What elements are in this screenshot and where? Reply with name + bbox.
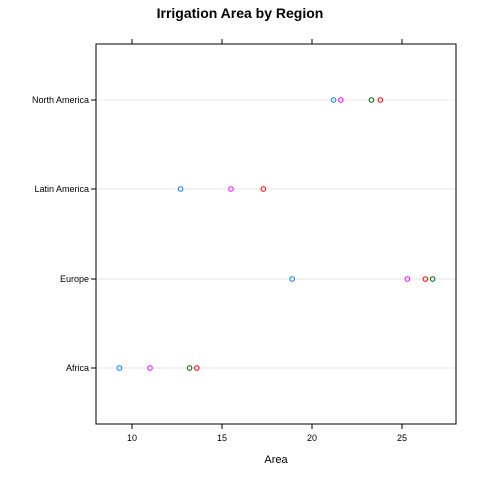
x-tick-label: 10: [127, 433, 137, 443]
x-tick-label: 25: [397, 433, 407, 443]
x-tick-label: 20: [307, 433, 317, 443]
data-point-africa: [186, 365, 193, 371]
x-tick-label: 15: [217, 433, 227, 443]
data-point-latin-america: [260, 186, 267, 192]
data-point-north-america: [368, 97, 375, 103]
data-point-north-america: [338, 97, 344, 103]
data-point-africa: [194, 365, 200, 371]
y-tick-label: Europe: [60, 274, 89, 284]
chart-title: Irrigation Area by Region: [157, 5, 324, 21]
y-tick-label: North America: [32, 95, 89, 105]
y-tick-label: Latin America: [34, 184, 89, 194]
data-point-latin-america: [177, 186, 184, 192]
plot-frame: [95, 43, 457, 425]
x-axis-label: Area: [264, 454, 288, 466]
data-point-europe: [429, 276, 436, 282]
points-layer: [116, 97, 436, 371]
y-tick-label: Africa: [66, 363, 89, 373]
data-point-europe: [404, 276, 411, 282]
data-point-latin-america: [228, 186, 234, 192]
grid-layer: [96, 99, 456, 369]
data-point-north-america: [377, 97, 384, 103]
data-point-africa: [116, 365, 123, 371]
data-point-north-america: [330, 97, 337, 103]
axis-layer: North America Latin America Europe Africa 10…: [32, 39, 407, 443]
data-point-europe: [422, 276, 429, 282]
data-point-europe: [289, 276, 296, 282]
data-point-africa: [147, 365, 153, 371]
